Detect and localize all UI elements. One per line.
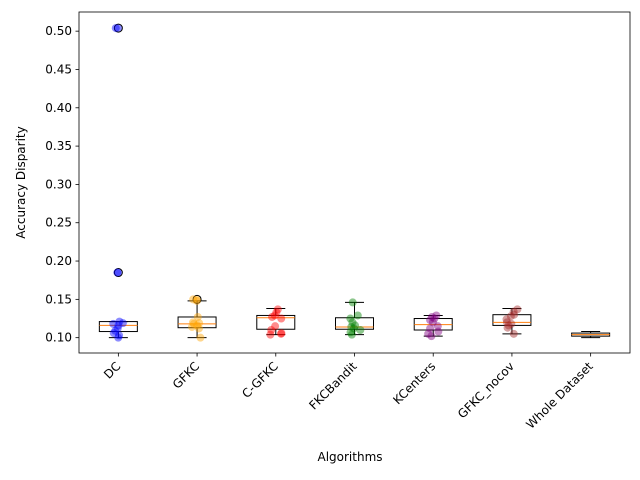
data-point — [111, 24, 120, 33]
data-point — [430, 314, 439, 323]
series-group — [413, 311, 453, 341]
series-group — [492, 305, 532, 338]
box — [256, 314, 296, 330]
data-point — [502, 315, 511, 324]
data-point — [277, 329, 286, 338]
series-group — [98, 23, 138, 342]
data-point — [189, 295, 198, 304]
data-point — [271, 322, 280, 331]
series-group — [335, 298, 374, 339]
data-point — [510, 310, 519, 319]
outlier-point — [113, 23, 123, 33]
y-tick-label: 0.25 — [45, 216, 72, 230]
data-point — [192, 296, 201, 305]
data-point — [268, 312, 277, 321]
data-point — [188, 318, 197, 327]
data-point — [187, 322, 196, 331]
data-point — [270, 311, 279, 320]
data-point — [427, 332, 436, 341]
data-point — [196, 333, 205, 342]
data-point — [346, 314, 355, 323]
data-point — [195, 319, 204, 328]
data-point — [348, 318, 357, 327]
data-point — [346, 328, 355, 337]
data-point — [113, 268, 122, 277]
data-point — [513, 305, 522, 314]
y-tick-label: 0.40 — [45, 101, 72, 115]
x-tick-label: C-GFKC — [239, 359, 281, 401]
data-point — [193, 321, 202, 330]
data-point — [114, 333, 123, 342]
x-tick-label: FKCBandit — [306, 359, 359, 412]
y-axis-title: Accuracy Disparity — [14, 126, 28, 238]
y-tick-label: 0.30 — [45, 177, 72, 191]
data-point — [193, 312, 202, 321]
data-point — [109, 329, 118, 338]
x-tick-label: GFKC_nocov — [455, 359, 517, 421]
series-group — [177, 294, 217, 342]
data-point — [277, 314, 286, 323]
data-point — [115, 331, 124, 340]
data-point — [353, 311, 362, 320]
data-point — [348, 298, 357, 307]
data-point — [115, 317, 124, 326]
data-point — [347, 330, 356, 339]
y-tick-label: 0.45 — [45, 62, 72, 76]
data-point — [356, 326, 365, 335]
plot-content — [98, 23, 611, 342]
data-point — [509, 307, 518, 316]
y-tick-label: 0.10 — [45, 331, 72, 345]
data-point — [434, 327, 443, 336]
data-point — [432, 311, 441, 320]
data-point — [507, 319, 516, 328]
data-point — [433, 322, 442, 331]
data-point — [111, 326, 120, 335]
y-tick-label: 0.15 — [45, 292, 72, 306]
outlier-point — [113, 268, 123, 278]
data-point — [426, 324, 435, 333]
data-point — [272, 308, 281, 317]
y-tick-label: 0.35 — [45, 139, 72, 153]
data-point — [506, 312, 515, 321]
outlier-point — [192, 294, 202, 304]
y-tick-label: 0.20 — [45, 254, 72, 268]
data-point — [113, 324, 122, 333]
data-point — [509, 329, 518, 338]
data-point — [424, 329, 433, 338]
box — [98, 321, 138, 333]
x-tick-label: DC — [101, 359, 123, 381]
y-axis: 0.10 0.15 0.20 0.25 0.30 0.35 0.40 0.45 0.50 — [45, 24, 79, 345]
x-tick-label: GFKC — [170, 359, 202, 391]
data-point — [503, 323, 512, 332]
data-point — [504, 321, 513, 330]
data-point — [266, 330, 275, 339]
data-point — [189, 319, 198, 328]
data-point — [194, 324, 203, 333]
x-tick-label: Whole Dataset — [523, 359, 596, 432]
data-point — [273, 305, 282, 314]
data-point — [349, 324, 358, 333]
data-point — [426, 316, 435, 325]
data-point — [428, 312, 437, 321]
data-point — [109, 319, 118, 328]
x-axis-title: Algorithms — [317, 450, 382, 464]
data-point — [503, 318, 512, 327]
data-point — [277, 329, 286, 338]
series-group — [571, 331, 611, 339]
data-point — [351, 321, 360, 330]
y-tick-label: 0.50 — [45, 24, 72, 38]
x-tick-label: KCenters — [390, 359, 438, 407]
data-point — [118, 319, 127, 328]
series-group — [256, 305, 296, 339]
data-point — [428, 318, 437, 327]
x-axis: DC GFKC C-GFKC FKCBandit KCenters GFKC_nocov W… — [101, 353, 596, 432]
data-point — [347, 322, 356, 331]
box — [177, 316, 217, 329]
box — [335, 317, 374, 330]
data-point — [267, 326, 276, 335]
data-point — [114, 321, 123, 330]
box — [492, 314, 532, 326]
